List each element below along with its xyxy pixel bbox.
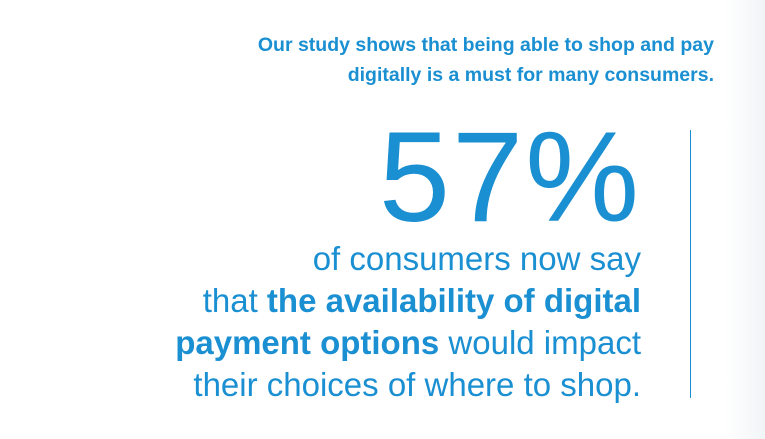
stat-line-2-bold: the availability of digital (266, 282, 641, 319)
stat-line-2: that the availability of digital (41, 280, 641, 322)
stat-line-4: their choices of where to shop. (193, 366, 641, 403)
stat-description: of consumers now say that the availabili… (41, 238, 641, 406)
intro-line-2: digitally is a must for many consumers. (347, 64, 714, 86)
stat-line-3-suffix: would impact (439, 324, 641, 361)
page-edge-shadow (725, 0, 765, 439)
stat-line-2-prefix: that (202, 282, 267, 319)
intro-text: Our study shows that being able to shop … (74, 30, 714, 90)
stat-line-3-bold: payment options (175, 324, 440, 361)
vertical-divider (690, 130, 691, 398)
intro-line-1: Our study shows that being able to shop … (257, 34, 714, 56)
stat-line-3: payment options would impact (41, 322, 641, 364)
stat-line-1: of consumers now say (312, 240, 641, 277)
stat-value: 57% (378, 106, 641, 249)
